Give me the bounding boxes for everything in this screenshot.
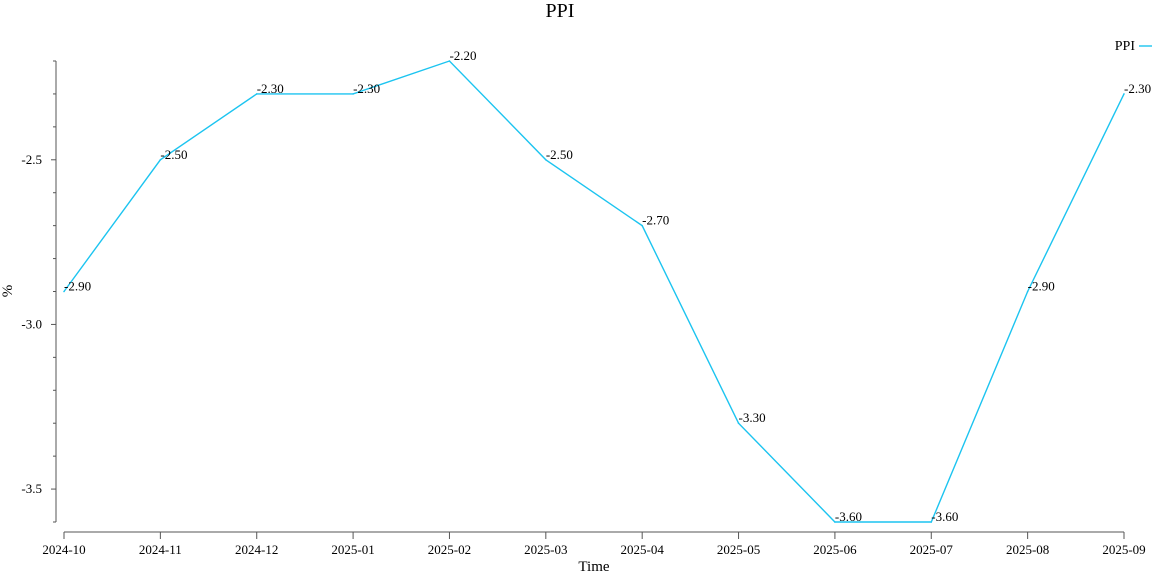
x-axis-title: Time <box>578 559 609 575</box>
plot-area: -2.90 -2.50 -2.30 -2.30 -2.20 -2.50 -2.70 -3.30… <box>63 48 1151 524</box>
chart-title: PPI <box>546 0 575 22</box>
y-axis-title: % <box>0 285 16 298</box>
data-label: -2.90 <box>1028 279 1055 294</box>
data-point <box>448 60 451 62</box>
x-tick-label: 2025-05 <box>717 542 760 557</box>
data-label: -2.90 <box>64 279 91 294</box>
data-label: -2.50 <box>546 147 573 162</box>
data-point <box>834 521 836 523</box>
x-tick-label: 2025-09 <box>1102 542 1145 557</box>
data-label: -2.30 <box>353 81 380 96</box>
data-label: -2.70 <box>642 213 669 228</box>
data-point <box>641 224 643 227</box>
x-tick-label: 2025-06 <box>813 542 857 557</box>
data-point <box>63 290 65 293</box>
data-point <box>737 422 740 425</box>
series-line-ppi <box>63 60 1125 523</box>
x-tick-label: 2024-11 <box>139 542 182 557</box>
y-tick-label: -2.5 <box>21 152 42 167</box>
data-label: -2.50 <box>160 147 187 162</box>
data-point <box>545 158 547 161</box>
data-label: -3.30 <box>739 410 766 425</box>
data-label: -2.20 <box>449 48 476 63</box>
y-tick-label: -3.0 <box>21 316 42 331</box>
x-tick-label: 2025-04 <box>621 542 665 557</box>
legend: PPI <box>1115 39 1152 54</box>
data-point <box>1123 93 1125 95</box>
data-point <box>930 521 933 523</box>
data-point <box>352 93 354 95</box>
y-axis: -2.5 -3.0 -3.5 <box>21 60 57 523</box>
x-tick-label: 2025-01 <box>331 542 374 557</box>
y-tick-label: -3.5 <box>21 481 42 496</box>
data-point <box>255 93 258 95</box>
data-point <box>1026 290 1029 293</box>
data-label: -2.30 <box>1124 81 1151 96</box>
x-axis: 2024-10 2024-11 2024-12 2025-01 2025-02 2025-… <box>42 531 1146 557</box>
x-tick-label: 2025-07 <box>910 542 954 557</box>
x-tick-label: 2025-02 <box>428 542 471 557</box>
data-label: -3.60 <box>931 509 958 524</box>
data-label: -2.30 <box>257 81 284 96</box>
data-label: -3.60 <box>835 509 862 524</box>
data-point <box>159 158 162 161</box>
x-tick-label: 2025-03 <box>524 542 567 557</box>
x-tick-label: 2025-08 <box>1006 542 1049 557</box>
legend-label-ppi: PPI <box>1115 39 1136 54</box>
x-tick-label: 2024-12 <box>235 542 278 557</box>
x-tick-label: 2024-10 <box>42 542 85 557</box>
